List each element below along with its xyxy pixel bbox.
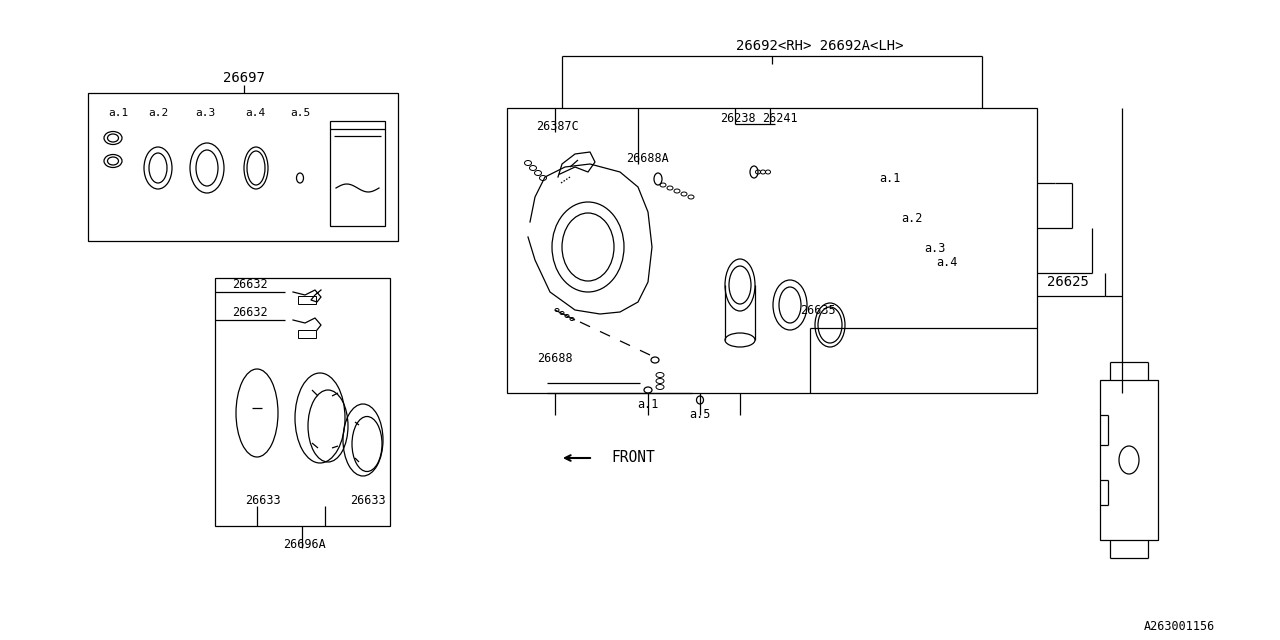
Text: 26625: 26625 [1047,275,1089,289]
Bar [88,93,398,241]
Text: A263001156: A263001156 [1144,620,1215,632]
Text: 26688: 26688 [538,351,573,365]
Bar [298,296,316,304]
Text: 26635: 26635 [800,303,836,317]
Text: a.4: a.4 [244,108,265,118]
Text: a.1: a.1 [637,399,659,412]
Text: 26632: 26632 [232,278,268,291]
Text: a.3: a.3 [924,241,946,255]
Text: 26241: 26241 [762,111,797,125]
Text: 26633: 26633 [246,493,280,506]
Bar [298,330,316,338]
Text: a.3: a.3 [195,108,215,118]
Text: a.4: a.4 [936,257,957,269]
Text: a.2: a.2 [148,108,168,118]
Text: 26688A: 26688A [626,152,668,164]
Text: a.2: a.2 [901,211,923,225]
Bar [507,108,1037,393]
Text: 26238: 26238 [719,111,755,125]
Bar [1100,380,1158,540]
Text: 26696A: 26696A [284,538,326,552]
Text: 26697: 26697 [223,71,265,85]
Bar [215,278,390,526]
Text: a.1: a.1 [879,172,901,184]
Text: a.1: a.1 [108,108,128,118]
Bar [330,121,385,226]
Text: 26387C: 26387C [536,120,579,132]
Text: 26633: 26633 [351,493,385,506]
Text: a.5: a.5 [690,408,710,422]
Text: FRONT: FRONT [611,451,655,465]
Text: 26692<RH> 26692A<LH>: 26692<RH> 26692A<LH> [736,39,904,53]
Text: 26632: 26632 [232,305,268,319]
Text: a.5: a.5 [289,108,310,118]
